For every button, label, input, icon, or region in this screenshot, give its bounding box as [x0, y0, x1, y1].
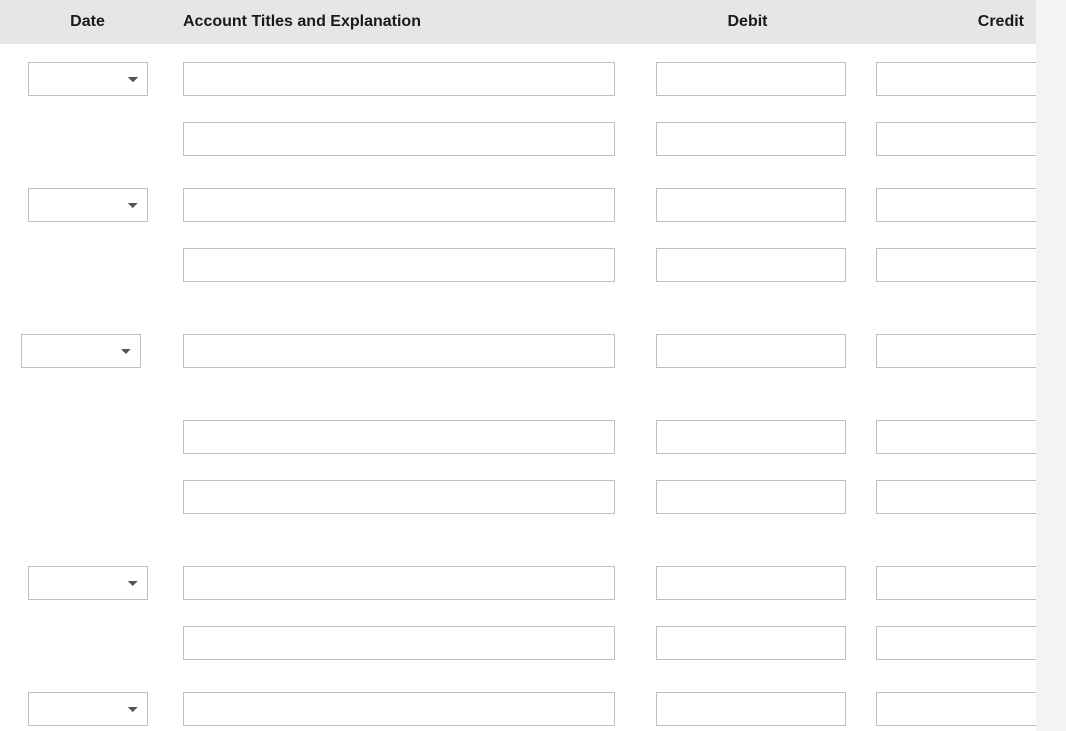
row-spacer [0, 96, 1036, 122]
debit-input[interactable] [656, 248, 846, 282]
row-spacer [0, 660, 1036, 692]
row-spacer [0, 726, 1036, 731]
account-title-input[interactable] [183, 248, 615, 282]
debit-cell [635, 692, 860, 726]
account-title-input[interactable] [183, 334, 615, 368]
col-header-date: Date [0, 13, 175, 31]
date-select[interactable] [21, 334, 141, 368]
credit-cell [860, 334, 1036, 368]
credit-cell [860, 62, 1036, 96]
account-cell [175, 692, 635, 726]
date-cell [0, 62, 175, 96]
debit-input[interactable] [656, 626, 846, 660]
row-spacer [0, 514, 1036, 566]
journal-row [0, 566, 1036, 600]
account-cell [175, 248, 635, 282]
credit-cell [860, 692, 1036, 726]
date-select[interactable] [28, 62, 148, 96]
account-title-input[interactable] [183, 62, 615, 96]
debit-cell [635, 566, 860, 600]
credit-input[interactable] [876, 248, 1036, 282]
credit-cell [860, 420, 1036, 454]
debit-cell [635, 626, 860, 660]
journal-row [0, 626, 1036, 660]
journal-row [0, 480, 1036, 514]
account-title-input[interactable] [183, 480, 615, 514]
account-title-input[interactable] [183, 692, 615, 726]
date-cell [0, 566, 175, 600]
credit-cell [860, 188, 1036, 222]
credit-cell [860, 566, 1036, 600]
journal-row [0, 188, 1036, 222]
account-title-input[interactable] [183, 188, 615, 222]
credit-input[interactable] [876, 188, 1036, 222]
credit-input[interactable] [876, 692, 1036, 726]
journal-rows [0, 44, 1036, 731]
account-title-input[interactable] [183, 566, 615, 600]
credit-input[interactable] [876, 62, 1036, 96]
debit-input[interactable] [656, 480, 846, 514]
account-title-input[interactable] [183, 420, 615, 454]
row-spacer [0, 156, 1036, 188]
debit-input[interactable] [656, 62, 846, 96]
credit-input[interactable] [876, 626, 1036, 660]
journal-row [0, 420, 1036, 454]
credit-cell [860, 626, 1036, 660]
col-header-credit: Credit [860, 13, 1036, 31]
credit-input[interactable] [876, 122, 1036, 156]
account-cell [175, 420, 635, 454]
account-cell [175, 480, 635, 514]
debit-input[interactable] [656, 566, 846, 600]
date-cell [0, 188, 175, 222]
row-spacer [0, 282, 1036, 334]
account-cell [175, 122, 635, 156]
account-cell [175, 566, 635, 600]
journal-row [0, 122, 1036, 156]
credit-input[interactable] [876, 480, 1036, 514]
account-cell [175, 62, 635, 96]
account-title-input[interactable] [183, 122, 615, 156]
credit-input[interactable] [876, 334, 1036, 368]
debit-cell [635, 62, 860, 96]
date-select[interactable] [28, 188, 148, 222]
row-spacer [0, 454, 1036, 480]
debit-input[interactable] [656, 692, 846, 726]
date-select[interactable] [28, 692, 148, 726]
debit-cell [635, 334, 860, 368]
debit-cell [635, 420, 860, 454]
date-select[interactable] [28, 566, 148, 600]
debit-cell [635, 188, 860, 222]
journal-row [0, 62, 1036, 96]
journal-row [0, 692, 1036, 726]
credit-cell [860, 248, 1036, 282]
journal-entry-panel: Date Account Titles and Explanation Debi… [0, 0, 1036, 731]
debit-cell [635, 480, 860, 514]
debit-input[interactable] [656, 420, 846, 454]
account-cell [175, 188, 635, 222]
date-cell [0, 334, 175, 368]
date-cell [0, 692, 175, 726]
account-cell [175, 334, 635, 368]
debit-cell [635, 248, 860, 282]
credit-cell [860, 122, 1036, 156]
debit-input[interactable] [656, 334, 846, 368]
row-spacer [0, 368, 1036, 420]
credit-input[interactable] [876, 566, 1036, 600]
account-title-input[interactable] [183, 626, 615, 660]
debit-cell [635, 122, 860, 156]
credit-cell [860, 480, 1036, 514]
col-header-account: Account Titles and Explanation [175, 13, 635, 31]
credit-input[interactable] [876, 420, 1036, 454]
debit-input[interactable] [656, 188, 846, 222]
row-spacer [0, 222, 1036, 248]
debit-input[interactable] [656, 122, 846, 156]
col-header-debit: Debit [635, 13, 860, 31]
journal-row [0, 248, 1036, 282]
table-header: Date Account Titles and Explanation Debi… [0, 0, 1036, 44]
account-cell [175, 626, 635, 660]
row-spacer [0, 600, 1036, 626]
journal-row [0, 334, 1036, 368]
